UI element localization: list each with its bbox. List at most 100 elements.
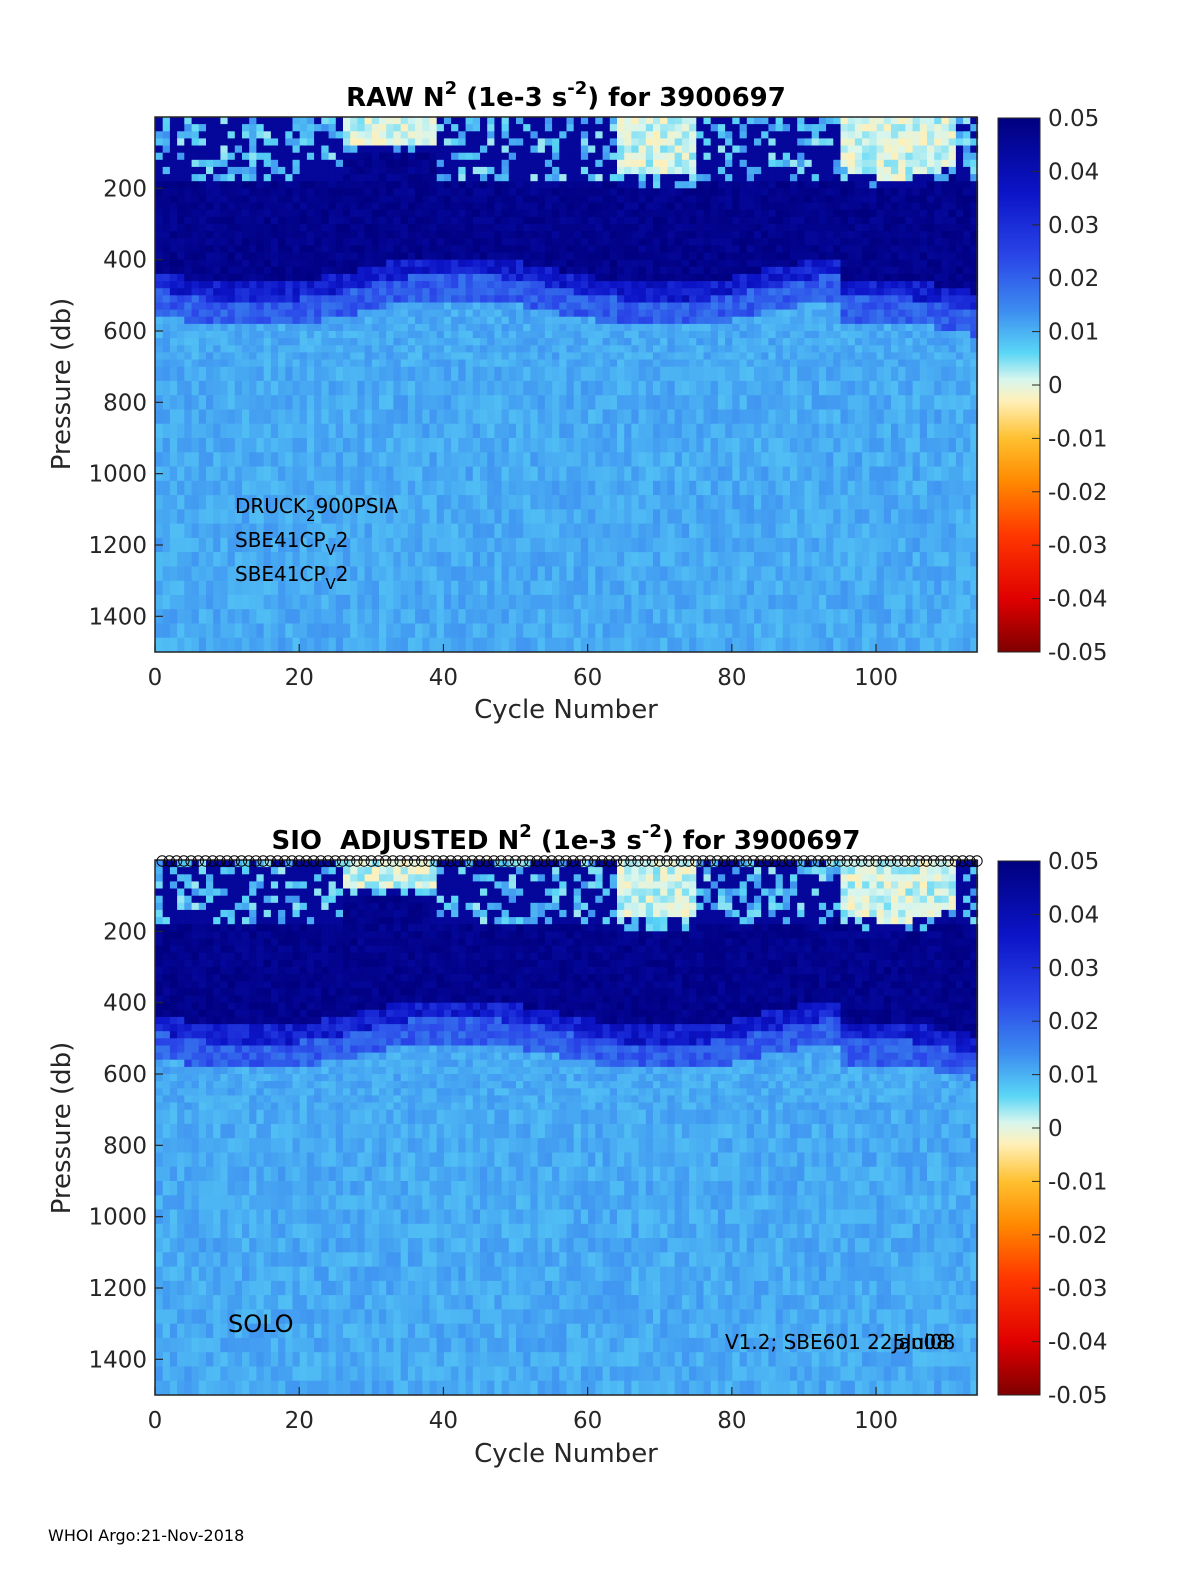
heatmap-cell [321, 480, 330, 496]
heatmap-cell [725, 566, 733, 582]
heatmap-cell [667, 380, 676, 396]
heatmap-cell [220, 145, 229, 154]
heatmap-cell [263, 138, 272, 147]
heatmap-cell [746, 252, 755, 261]
heatmap-cell [436, 316, 445, 325]
heatmap-cell [213, 380, 222, 396]
heatmap-cell [443, 138, 452, 147]
heatmap-cell [328, 537, 337, 553]
heatmap-cell [638, 138, 647, 147]
heatmap-cell [371, 273, 380, 282]
heatmap-cell [624, 245, 633, 254]
heatmap-cell [501, 466, 510, 482]
heatmap-cell [580, 202, 589, 211]
heatmap-cell [746, 323, 755, 332]
heatmap-cell [386, 352, 395, 361]
heatmap-cell [278, 166, 286, 175]
heatmap-cell [335, 188, 344, 197]
heatmap-cell [364, 238, 373, 247]
heatmap-cell [465, 523, 474, 539]
heatmap-cell [559, 352, 568, 361]
heatmap-cell [523, 302, 532, 311]
heatmap-cell [407, 145, 416, 154]
heatmap-cell [480, 288, 488, 296]
heatmap-cell [602, 623, 611, 639]
heatmap-cell [364, 252, 373, 261]
heatmap-cell [595, 438, 604, 453]
heatmap-cell [573, 423, 582, 439]
heatmap-cell [213, 131, 222, 140]
heatmap-cell [177, 152, 185, 161]
heatmap-cell [371, 245, 380, 254]
heatmap-cell [681, 273, 690, 282]
heatmap-cell [602, 580, 611, 596]
heatmap-cell [285, 480, 294, 496]
heatmap-cell [458, 395, 467, 411]
heatmap-cell [523, 380, 532, 396]
heatmap-cell [184, 359, 193, 368]
heatmap-cell [278, 480, 286, 496]
heatmap-cell [393, 188, 402, 197]
heatmap-cell [617, 316, 625, 325]
heatmap-cell [472, 181, 481, 189]
heatmap-cell [689, 509, 697, 525]
heatmap-cell [754, 395, 762, 411]
heatmap-cell [155, 202, 164, 211]
heatmap-cell [371, 302, 380, 311]
heatmap-cell [443, 452, 452, 468]
heatmap-cell [797, 138, 806, 147]
heatmap-cell [321, 231, 330, 239]
heatmap-cell [595, 266, 604, 275]
heatmap-cell [191, 281, 200, 289]
heatmap-cell [559, 580, 568, 596]
heatmap-cell [739, 202, 748, 211]
heatmap-cell [321, 452, 330, 468]
heatmap-cell [422, 580, 431, 596]
heatmap-cell [537, 131, 546, 140]
heatmap-cell [681, 423, 690, 439]
heatmap-cell [393, 380, 402, 396]
heatmap-cell [552, 380, 560, 396]
heatmap-cell [530, 552, 539, 567]
heatmap-cell [306, 380, 315, 396]
heatmap-cell [487, 338, 496, 346]
heatmap-cell [314, 466, 322, 482]
heatmap-cell [443, 152, 452, 161]
heatmap-cell [155, 594, 164, 610]
heatmap-cell [169, 359, 178, 368]
heatmap-cell [443, 331, 452, 339]
heatmap-cell [263, 480, 272, 496]
heatmap-cell [552, 216, 560, 225]
heatmap-cell [169, 316, 178, 325]
heatmap-cell [746, 316, 755, 325]
heatmap-cell [624, 580, 633, 596]
heatmap-cell [696, 302, 705, 311]
heatmap-cell [472, 480, 481, 496]
heatmap-cell [624, 438, 633, 453]
heatmap-cell [249, 338, 258, 346]
heatmap-cell [292, 331, 301, 339]
heatmap-cell [754, 152, 762, 161]
heatmap-cell [544, 131, 553, 140]
heatmap-cell [602, 117, 611, 125]
heatmap-cell [725, 224, 733, 232]
heatmap-cell [443, 316, 452, 325]
heatmap-cell [422, 331, 431, 339]
heatmap-cell [379, 509, 387, 525]
heatmap-cell [667, 166, 676, 175]
heatmap-cell [609, 281, 618, 289]
heatmap-cell [739, 552, 748, 567]
heatmap-cell [220, 273, 229, 282]
heatmap-cell [523, 145, 532, 154]
heatmap-cell [797, 216, 806, 225]
heatmap-cell [321, 438, 330, 453]
heatmap-cell [790, 480, 798, 496]
heatmap-cell [595, 224, 604, 232]
heatmap-cell [559, 331, 568, 339]
heatmap-cell [256, 281, 265, 289]
heatmap-cell [328, 252, 337, 261]
heatmap-cell [667, 174, 676, 182]
heatmap-cell [213, 466, 222, 482]
heatmap-cell [653, 609, 661, 625]
heatmap-cell [256, 331, 265, 339]
